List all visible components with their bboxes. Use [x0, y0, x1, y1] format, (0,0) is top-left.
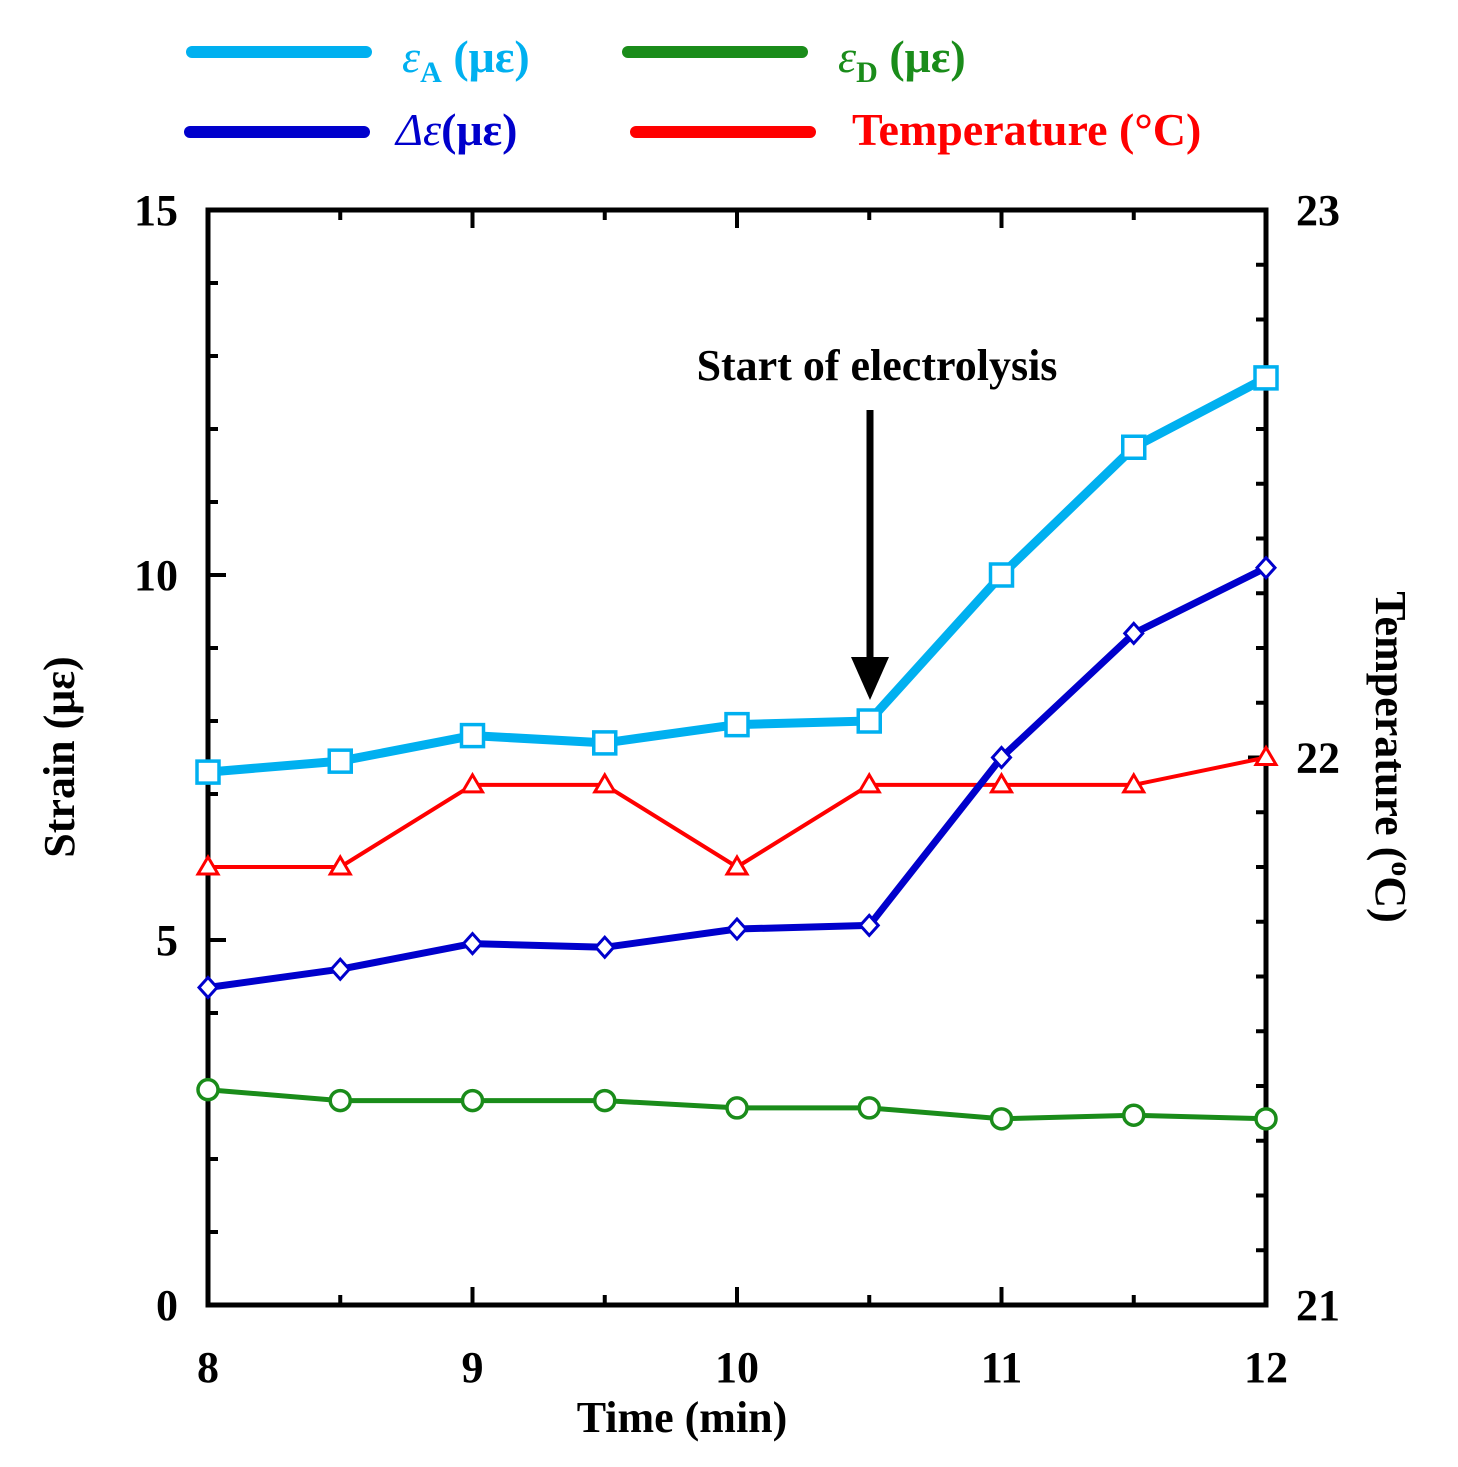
x-tick-label: 11	[981, 1343, 1023, 1392]
marker-triangle	[1253, 744, 1279, 766]
marker-square	[1121, 434, 1147, 460]
y2-tick-label: 21	[1296, 1281, 1340, 1330]
y-tick-label: 10	[134, 551, 178, 600]
marker-triangle	[1121, 771, 1147, 794]
marker-triangle	[856, 771, 882, 794]
legend-label-delta-eps: Δε(με)	[394, 104, 518, 155]
marker-square	[1253, 365, 1279, 391]
x-axis-title: Time (min)	[577, 1393, 788, 1442]
tick-labels: 8 9 10 11 12 0 5 10 15 21 22 23	[134, 186, 1340, 1392]
marker-triangle	[459, 771, 486, 794]
marker-triangle	[195, 854, 221, 876]
marker-diamond	[196, 975, 220, 1000]
y-tick-label: 0	[156, 1281, 178, 1330]
series-lines	[207, 373, 1269, 1122]
marker-diamond	[990, 745, 1013, 770]
marker-circle	[460, 1088, 485, 1113]
marker-square	[592, 730, 618, 756]
marker-diamond	[858, 913, 881, 938]
marker-square	[459, 722, 486, 749]
series-markers	[195, 365, 1279, 1131]
marker-triangle	[724, 854, 750, 876]
y2-axis-title-main: Temperature (	[1366, 591, 1415, 861]
marker-diamond	[461, 931, 484, 956]
x-tick-label: 8	[197, 1343, 219, 1392]
marker-circle	[989, 1107, 1014, 1131]
x-tick-label: 9	[462, 1343, 484, 1392]
annotation-arrow-head	[851, 657, 889, 700]
annotation-text: Start of electrolysis	[697, 341, 1058, 390]
y-tick-label: 15	[134, 186, 178, 235]
marker-triangle	[592, 771, 618, 794]
x-tick-label: 10	[715, 1343, 759, 1392]
marker-circle	[725, 1096, 749, 1120]
legend: εA (με) εD (με) Δε(με) Temperature (°C)	[184, 31, 1201, 155]
legend-label-eps-d: εD (με)	[838, 31, 966, 89]
y2-axis-title-end: C)	[1366, 876, 1415, 922]
marker-circle	[196, 1077, 220, 1102]
marker-circle	[593, 1088, 617, 1113]
marker-diamond	[329, 956, 352, 982]
y-tick-label: 5	[156, 916, 178, 965]
x-tick-label: 12	[1244, 1343, 1288, 1392]
marker-diamond	[593, 935, 616, 960]
marker-triangle	[327, 854, 353, 876]
y2-tick-label: 23	[1296, 186, 1340, 235]
marker-square	[195, 759, 221, 785]
marker-diamond	[1122, 621, 1145, 646]
y2-axis-title: Temperature (oC)	[1366, 591, 1418, 923]
series-line-3	[208, 755, 1267, 869]
marker-square	[327, 748, 353, 774]
marker-circle	[857, 1096, 881, 1120]
y2-tick-label: 22	[1296, 734, 1340, 783]
marker-diamond	[725, 916, 749, 942]
legend-label-eps-a: εA (με)	[402, 31, 530, 89]
marker-square	[856, 708, 882, 734]
legend-label-temperature: Temperature (°C)	[852, 104, 1201, 155]
marker-circle	[1254, 1107, 1278, 1131]
marker-diamond	[1254, 555, 1278, 580]
y-axis-title: Strain (με)	[35, 656, 84, 857]
marker-circle	[328, 1088, 352, 1113]
marker-triangle	[988, 771, 1015, 794]
marker-circle	[1122, 1103, 1146, 1127]
marker-square	[988, 562, 1015, 588]
y2-axis-title-sup: o	[1385, 861, 1418, 876]
marker-square	[724, 711, 750, 738]
